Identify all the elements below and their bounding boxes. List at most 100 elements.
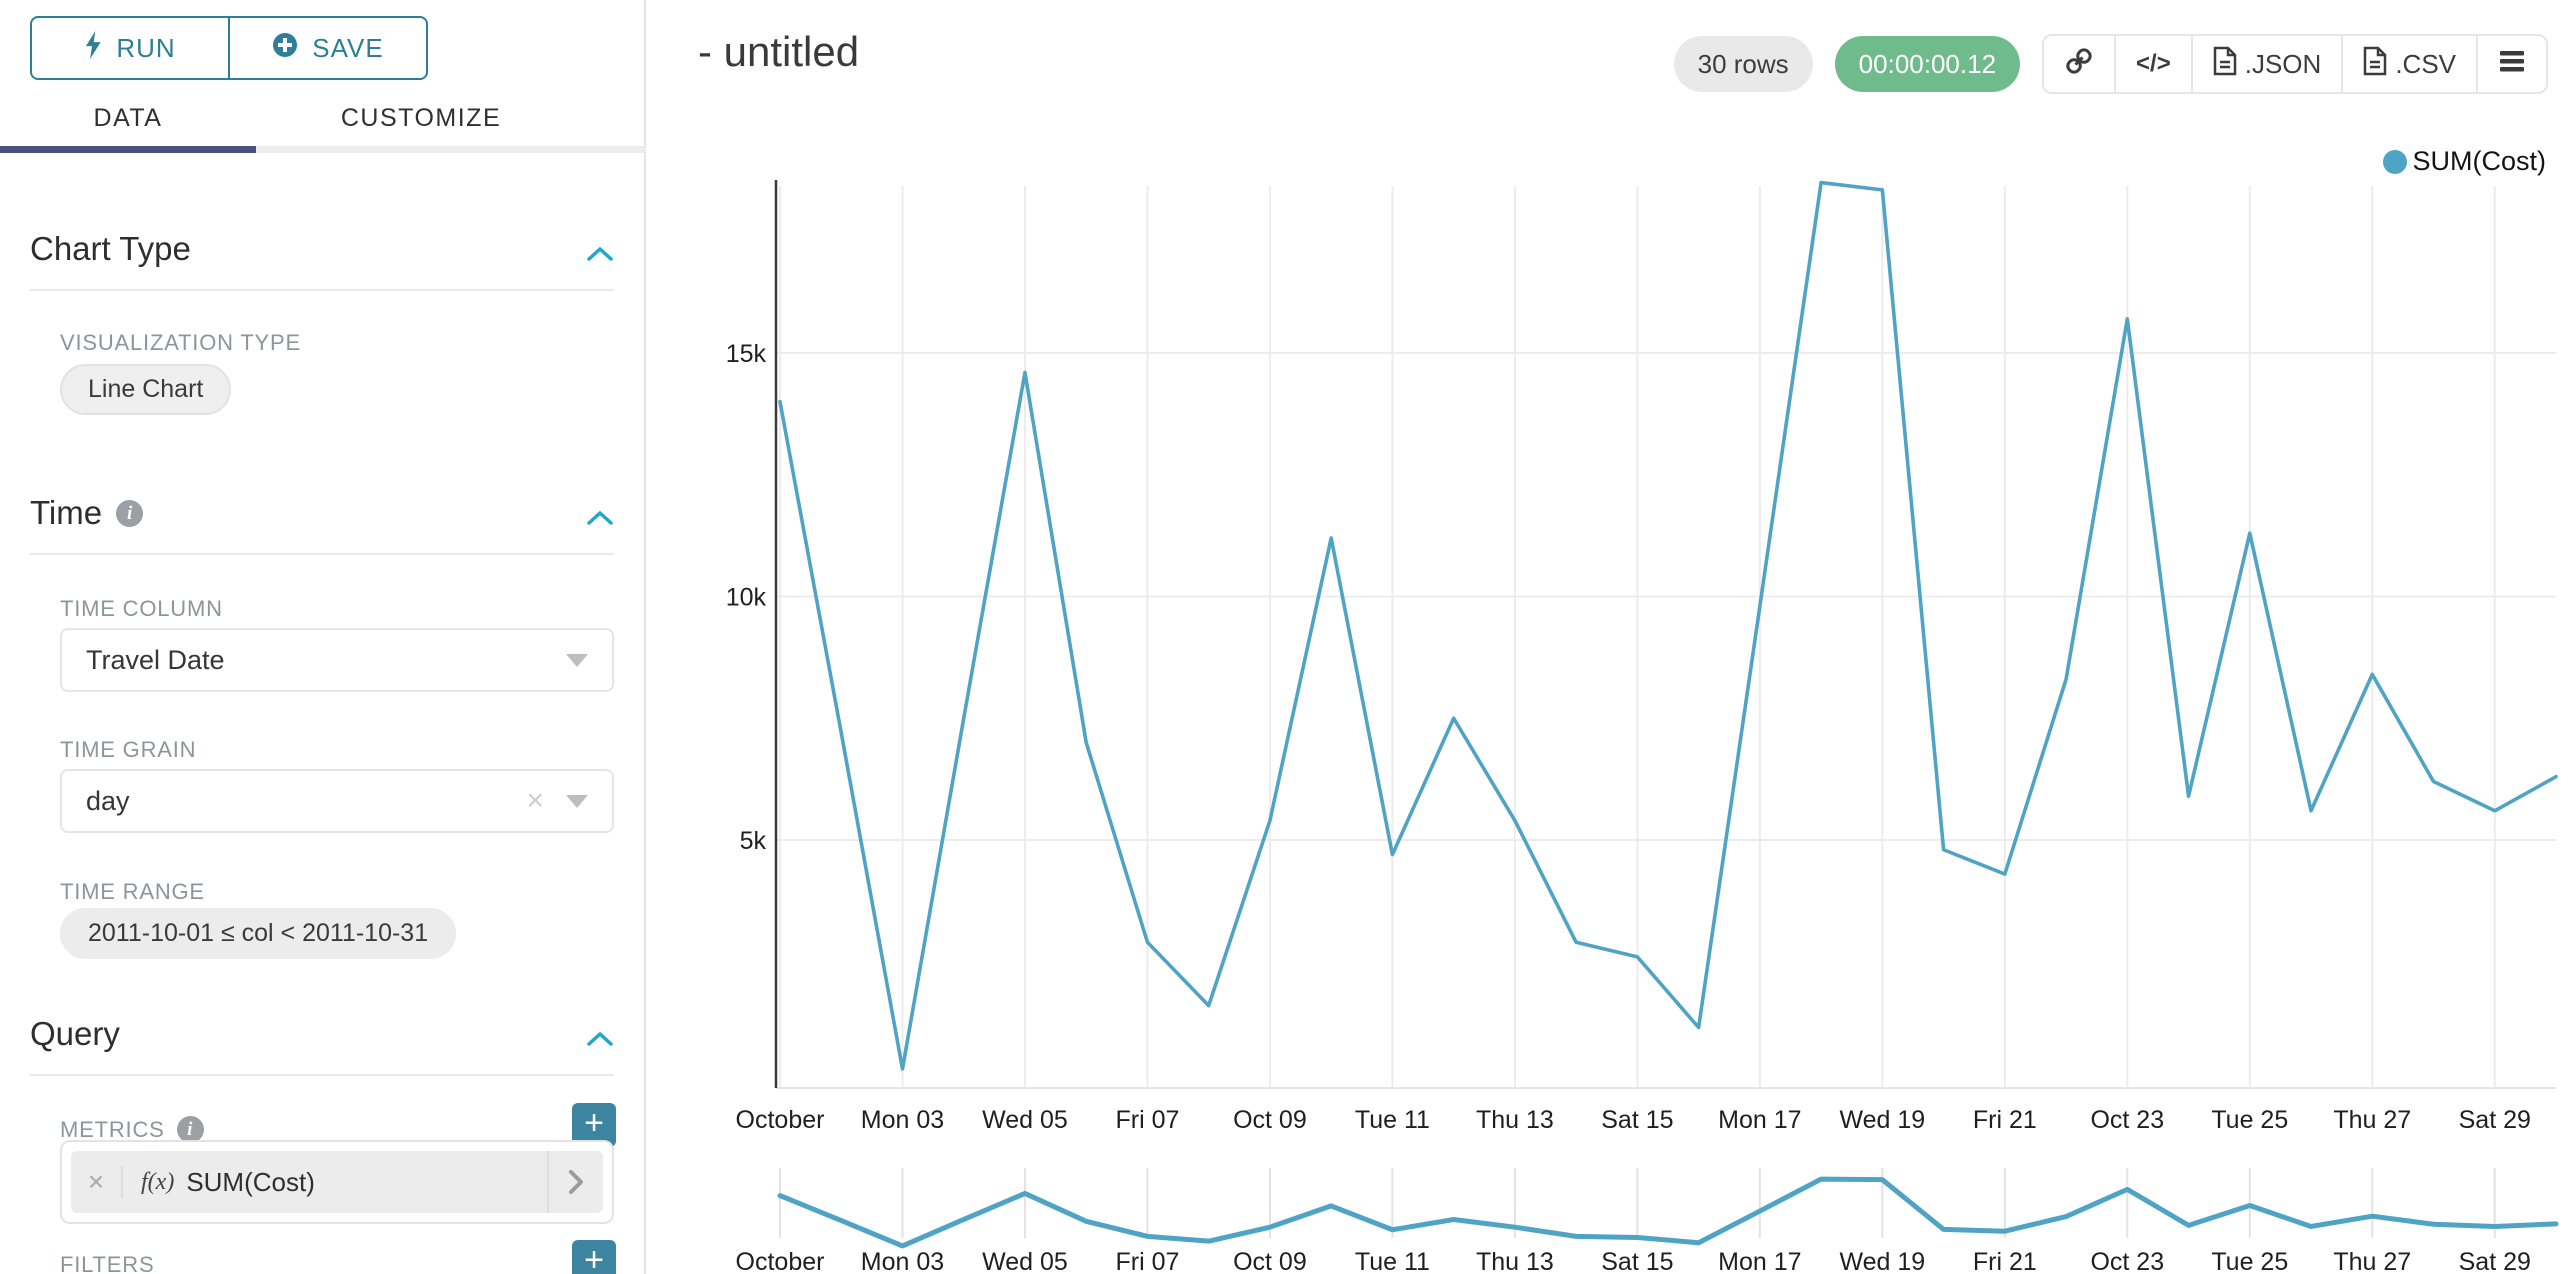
metric-control: × f(x) SUM(Cost) — [60, 1140, 614, 1224]
metrics-label: METRICS i — [60, 1116, 204, 1143]
info-icon: i — [176, 1116, 204, 1143]
svg-text:Oct 23: Oct 23 — [2090, 1248, 2164, 1274]
run-save-button-group: RUN SAVE — [30, 16, 428, 80]
svg-text:15k: 15k — [726, 340, 767, 368]
chevron-up-icon[interactable] — [585, 508, 615, 528]
chart-title[interactable]: - untitled — [698, 28, 860, 75]
time-grain-value: day — [86, 785, 130, 816]
sidebar-tabs: DATA CUSTOMIZE — [0, 96, 646, 158]
file-csv-icon — [2363, 46, 2387, 83]
svg-text:Mon 17: Mon 17 — [1718, 1106, 1801, 1134]
row-count-badge: 30 rows — [1673, 36, 1813, 92]
context-mini-chart[interactable]: October Mon 03 Wed 05 Fri 07 Oct 09 Tue 11 Thu… — [648, 1154, 2576, 1274]
svg-text:Tue 11: Tue 11 — [1355, 1106, 1430, 1134]
time-section-title: Time i — [30, 494, 144, 532]
svg-text:Thu 27: Thu 27 — [2333, 1248, 2411, 1274]
tab-data[interactable]: DATA — [93, 104, 163, 132]
svg-text:Sat 15: Sat 15 — [1601, 1248, 1673, 1274]
run-button-label: RUN — [116, 32, 176, 63]
time-range-label: TIME RANGE — [60, 879, 205, 904]
chevron-right-icon[interactable] — [547, 1151, 603, 1213]
save-button[interactable]: SAVE — [228, 18, 426, 78]
svg-text:5k: 5k — [740, 827, 767, 855]
export-button-group: </> .JSON .CSV — [2042, 34, 2548, 94]
code-icon: </> — [2136, 50, 2171, 77]
svg-text:Wed 19: Wed 19 — [1839, 1106, 1925, 1134]
control-sidebar: RUN SAVE DATA CUSTOMIZE Chart Type VISUA… — [0, 0, 646, 1274]
plus-circle-icon — [272, 32, 298, 65]
svg-text:Thu 27: Thu 27 — [2333, 1106, 2411, 1134]
clear-icon[interactable]: × — [526, 784, 544, 817]
time-column-select[interactable]: Travel Date — [60, 628, 614, 692]
export-json-label: .JSON — [2244, 48, 2322, 79]
time-grain-select[interactable]: day × — [60, 769, 614, 833]
svg-text:10k: 10k — [726, 584, 767, 612]
query-timer-badge: 00:00:00.12 — [1834, 36, 2021, 92]
remove-metric-icon[interactable]: × — [71, 1166, 123, 1198]
time-column-label: TIME COLUMN — [60, 596, 223, 621]
svg-text:Oct 09: Oct 09 — [1233, 1106, 1307, 1134]
svg-text:Oct 09: Oct 09 — [1233, 1248, 1307, 1274]
section-divider — [30, 1074, 614, 1076]
chevron-down-icon — [566, 794, 588, 808]
svg-text:Sat 15: Sat 15 — [1601, 1106, 1673, 1134]
share-link-button[interactable] — [2044, 36, 2114, 92]
svg-text:Mon 17: Mon 17 — [1718, 1248, 1801, 1274]
export-json-button[interactable]: .JSON — [2190, 36, 2342, 92]
svg-text:Wed 05: Wed 05 — [982, 1106, 1068, 1134]
chevron-up-icon[interactable] — [585, 1029, 615, 1049]
svg-text:Tue 11: Tue 11 — [1355, 1248, 1430, 1274]
tab-customize[interactable]: CUSTOMIZE — [340, 104, 502, 132]
section-divider — [30, 289, 614, 291]
svg-text:October: October — [736, 1248, 825, 1274]
svg-text:Sat 29: Sat 29 — [2459, 1106, 2531, 1134]
time-range-pill[interactable]: 2011-10-01 ≤ col < 2011-10-31 — [60, 908, 457, 959]
metric-pill[interactable]: × f(x) SUM(Cost) — [71, 1151, 603, 1213]
chart-type-section-title: Chart Type — [30, 230, 191, 267]
query-section-title: Query — [30, 1015, 120, 1052]
run-button[interactable]: RUN — [32, 18, 228, 78]
svg-text:Fri 21: Fri 21 — [1973, 1248, 2037, 1274]
chart-menu-button[interactable] — [2476, 36, 2546, 92]
save-button-label: SAVE — [312, 32, 384, 63]
section-divider — [30, 553, 614, 555]
menu-icon — [2498, 49, 2526, 80]
add-filter-button[interactable]: + — [572, 1240, 616, 1274]
lightning-icon — [84, 30, 102, 66]
svg-text:Thu 13: Thu 13 — [1476, 1248, 1554, 1274]
svg-text:Sat 29: Sat 29 — [2459, 1248, 2531, 1274]
active-tab-indicator — [0, 146, 256, 153]
svg-text:Fri 07: Fri 07 — [1115, 1248, 1179, 1274]
svg-text:Wed 19: Wed 19 — [1839, 1248, 1925, 1274]
svg-text:Fri 07: Fri 07 — [1115, 1106, 1179, 1134]
legend-series-dot — [2382, 149, 2407, 174]
info-icon: i — [116, 499, 144, 527]
viz-type-pill[interactable]: Line Chart — [60, 364, 232, 415]
file-json-icon — [2213, 46, 2237, 83]
tab-track — [0, 146, 646, 153]
filters-label: FILTERS — [60, 1252, 155, 1274]
svg-text:Tue 25: Tue 25 — [2211, 1106, 2288, 1134]
export-csv-button[interactable]: .CSV — [2341, 36, 2476, 92]
svg-text:Fri 21: Fri 21 — [1973, 1106, 2037, 1134]
metric-name: f(x) SUM(Cost) — [141, 1166, 315, 1197]
chart-panel: - untitled 30 rows 00:00:00.12 — [648, 0, 2576, 1274]
legend-series-label: SUM(Cost) — [2412, 146, 2547, 176]
add-metric-button[interactable]: + — [572, 1103, 616, 1147]
function-icon: f(x) — [141, 1168, 175, 1195]
chart-header-controls: 30 rows 00:00:00.12 < — [1673, 34, 2548, 94]
line-chart[interactable]: 5k 10k 15k October Mon 03 Wed 05 Fri 07 Oct 09 T… — [648, 140, 2576, 1154]
svg-text:Tue 25: Tue 25 — [2211, 1248, 2288, 1274]
svg-text:Thu 13: Thu 13 — [1476, 1106, 1554, 1134]
svg-text:Mon 03: Mon 03 — [861, 1248, 944, 1274]
svg-text:Mon 03: Mon 03 — [861, 1106, 944, 1134]
visualization-type-label: VISUALIZATION TYPE — [60, 330, 301, 355]
time-column-value: Travel Date — [86, 644, 225, 675]
svg-text:Oct 23: Oct 23 — [2090, 1106, 2164, 1134]
view-query-button[interactable]: </> — [2114, 36, 2191, 92]
chevron-up-icon[interactable] — [585, 244, 615, 264]
svg-text:October: October — [736, 1106, 825, 1134]
legend[interactable]: SUM(Cost) — [2382, 146, 2547, 177]
svg-text:Wed 05: Wed 05 — [982, 1248, 1068, 1274]
